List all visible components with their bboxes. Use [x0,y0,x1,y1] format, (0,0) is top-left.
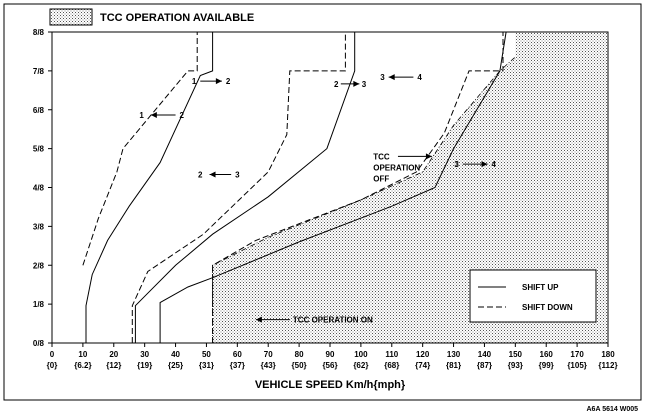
x-tick-label-mph: {68} [384,361,399,370]
tcc-off-arrow-head [425,153,432,160]
y-tick-label: 5/8 [33,145,45,154]
figure-code: A6A 5614 W005 [587,406,639,413]
series-1-2-up [85,32,214,343]
x-tick-label-mph: {50} [292,361,307,370]
x-tick-label: 70 [264,350,273,359]
shift-label: 3 [380,73,385,82]
shift-label: 1 [192,77,197,86]
x-tick-label: 10 [78,350,87,359]
y-tick-label: 0/8 [33,339,45,348]
x-tick-label: 80 [295,350,304,359]
series-2-1-down [82,32,198,266]
arrow-1-2-head [215,78,222,85]
x-tick-label: 90 [326,350,335,359]
x-tick-label: 140 [478,350,492,359]
x-tick-label-mph: {87} [477,361,492,370]
x-tick-label-mph: {25} [168,361,183,370]
x-tick-label: 160 [540,350,554,359]
tcc-legend-label: TCC OPERATION AVAILABLE [100,12,254,24]
legend-label: SHIFT UP [522,283,559,292]
series-2-3-up [134,32,356,343]
series-4-3-down [212,32,504,343]
x-tick-label: 0 [50,350,55,359]
shift-label: 2 [334,80,339,89]
x-tick-label-mph: {62} [353,361,368,370]
arrow-3-4-head [481,161,488,168]
tcc-region-boundary [212,56,516,343]
shift-label: 3 [454,160,459,169]
x-tick-label-mph: {6.2} [74,361,91,370]
x-tick-label: 110 [385,350,398,359]
y-tick-label: 6/8 [33,106,45,115]
x-tick-label: 20 [109,350,118,359]
x-tick-label: 180 [601,350,615,359]
x-axis-title: VEHICLE SPEED Km/h{mph} [255,379,406,391]
x-tick-label-mph: {19} [137,361,152,370]
x-tick-label-mph: {112} [598,361,617,370]
x-tick-label: 130 [447,350,461,359]
arrow-2-1-head [150,112,157,119]
x-tick-label-mph: {74} [415,361,430,370]
shift-label: 3 [235,170,240,179]
x-tick-label-mph: {81} [446,361,461,370]
x-tick-label-mph: {43} [261,361,276,370]
tcc-off-text: TCC [373,153,390,162]
x-tick-label-mph: {56} [322,361,337,370]
tcc-off-text: OPERATION [373,164,420,173]
legend-label: SHIFT DOWN [522,303,573,312]
x-tick-label-mph: {93} [508,361,523,370]
tcc-on-text: TCC OPERATION ON [293,316,373,325]
tcc-off-text: OFF [373,175,389,184]
shift-label: 2 [226,77,231,86]
y-tick-label: 1/8 [33,300,45,309]
x-tick-label-mph: {105} [567,361,587,370]
outer-border [3,3,642,401]
x-tick-label: 50 [202,350,211,359]
y-tick-label: 4/8 [33,184,45,193]
series-3-2-down [131,32,346,343]
x-tick-label: 30 [140,350,149,359]
x-tick-label-mph: {0} [47,361,58,370]
y-tick-label: 2/8 [33,261,45,270]
x-tick-label-mph: {37} [230,361,245,370]
x-tick-label: 100 [354,350,368,359]
tcc-available-region [212,32,608,343]
plot-area: 0/8 1/8 2/8 3/8 4/8 5/8 6/8 7/8 8/8 0 {0} 10 {6.2} 20… [33,28,618,370]
series-3-4-up [159,31,507,343]
shift-label: 4 [417,73,422,82]
tcc-on-arrow-head [255,316,262,323]
x-tick-label-mph: {12} [106,361,121,370]
shift-label: 2 [198,170,203,179]
shift-label: 3 [362,80,367,89]
y-tick-label: 7/8 [33,67,45,76]
shift-label: 4 [491,160,496,169]
arrow-4-3-head [388,74,395,81]
tcc-legend-swatch [49,8,93,26]
x-tick-label: 170 [570,350,584,359]
y-tick-label: 3/8 [33,222,45,231]
y-tick-label: 8/8 [33,28,45,37]
x-tick-label-mph: {99} [539,361,554,370]
legend-box [469,269,597,323]
shift-label: 2 [180,111,185,120]
x-tick-label: 60 [233,350,242,359]
x-tick-label: 40 [171,350,180,359]
x-tick-label-mph: {31} [199,361,214,370]
arrow-3-2-head [209,171,216,178]
x-tick-label: 150 [509,350,523,359]
arrow-2-3-head [353,80,360,87]
x-tick-label: 120 [416,350,430,359]
shift-label: 1 [139,111,144,120]
